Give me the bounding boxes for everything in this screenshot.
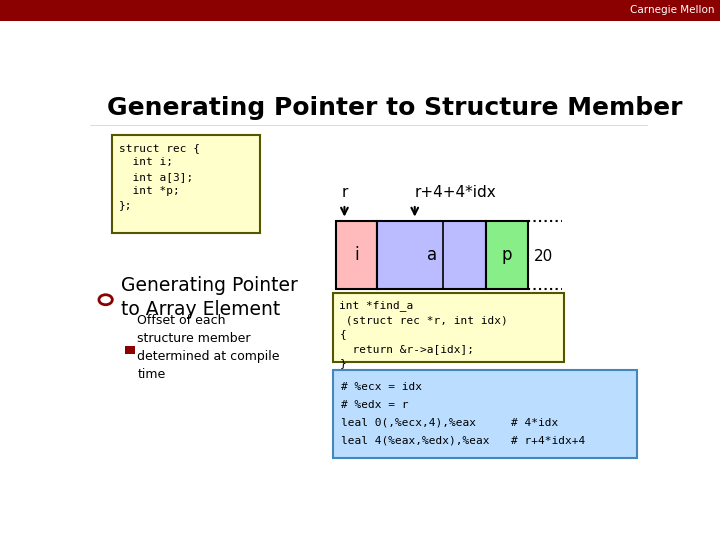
Text: r+4+4*idx: r+4+4*idx: [415, 185, 497, 200]
Bar: [486, 221, 528, 289]
Text: a: a: [427, 246, 437, 264]
Text: Generating Pointer
to Array Element: Generating Pointer to Array Element: [121, 276, 297, 319]
Text: int *find_a
 (struct rec *r, int idx)
{
  return &r->a[idx];
}: int *find_a (struct rec *r, int idx) { r…: [339, 300, 508, 368]
Text: # %edx = r: # %edx = r: [341, 400, 409, 410]
Text: Generating Pointer to Structure Member: Generating Pointer to Structure Member: [107, 97, 683, 120]
Bar: [333, 370, 636, 458]
Bar: [377, 221, 486, 289]
Text: r: r: [341, 185, 348, 200]
Text: i: i: [354, 246, 359, 264]
Text: # 4*idx: # 4*idx: [511, 418, 559, 428]
Text: # r+4*idx+4: # r+4*idx+4: [511, 436, 585, 446]
Bar: [125, 346, 135, 354]
Bar: [336, 221, 377, 289]
Text: Carnegie Mellon: Carnegie Mellon: [631, 5, 715, 15]
Text: 20: 20: [534, 249, 553, 265]
Text: p: p: [502, 246, 513, 264]
Text: Offset of each
structure member
determined at compile
time: Offset of each structure member determin…: [138, 314, 280, 381]
Bar: [333, 294, 564, 362]
Text: leal 0(,%ecx,4),%eax: leal 0(,%ecx,4),%eax: [341, 418, 476, 428]
Text: leal 4(%eax,%edx),%eax: leal 4(%eax,%edx),%eax: [341, 436, 490, 446]
Text: struct rec {
  int i;
  int a[3];
  int *p;
};: struct rec { int i; int a[3]; int *p; };: [119, 143, 200, 211]
Text: # %ecx = idx: # %ecx = idx: [341, 382, 422, 392]
Bar: [112, 136, 260, 233]
